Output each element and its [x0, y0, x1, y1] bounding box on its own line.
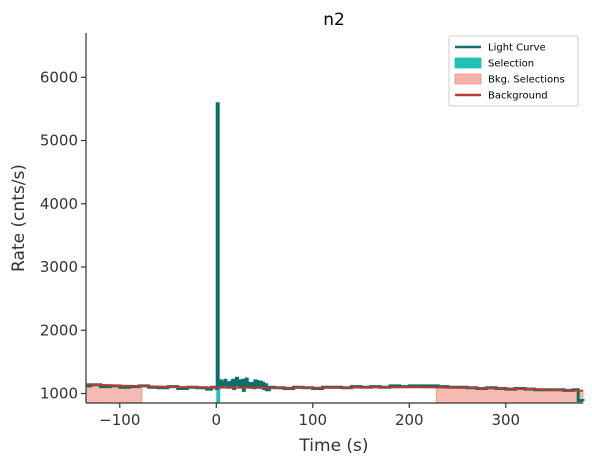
legend: Light Curve Selection Bkg. Selections Backg… [448, 35, 579, 107]
y-axis-label: Rate (cnts/s) [9, 164, 29, 272]
legend-label: Selection [488, 59, 534, 70]
y-ticks: 1000 2000 3000 4000 5000 6000 [40, 68, 86, 403]
selection-region [216, 387, 221, 403]
legend-items: Light Curve Selection Bkg. Selections Backg… [454, 43, 565, 102]
legend-frame [448, 35, 579, 107]
x-tick-label: −100 [99, 411, 140, 429]
x-axis-label: Time (s) [298, 436, 368, 456]
x-tick-label: 300 [491, 411, 520, 429]
series-layer [85, 102, 585, 402]
legend-label: Light Curve [488, 43, 546, 54]
selection-layer [216, 387, 221, 403]
legend-label: Background [488, 91, 548, 102]
legend-label: Bkg. Selections [488, 75, 565, 86]
x-tick-label: 0 [212, 411, 222, 429]
x-tick-label: 200 [395, 411, 424, 429]
y-tick-label: 1000 [40, 385, 78, 403]
y-tick-label: 4000 [40, 195, 78, 213]
x-tick-label: 100 [298, 411, 327, 429]
y-tick-label: 3000 [40, 258, 78, 276]
x-ticks: −100 0 100 200 300 [99, 403, 520, 429]
y-tick-label: 2000 [40, 321, 78, 339]
y-tick-label: 5000 [40, 132, 78, 150]
legend-swatch [454, 57, 482, 69]
y-tick-label: 6000 [40, 68, 78, 86]
series-background [85, 383, 584, 392]
legend-swatch [454, 73, 482, 85]
series-light-curve [86, 102, 585, 402]
chart-title: n2 [323, 10, 345, 30]
